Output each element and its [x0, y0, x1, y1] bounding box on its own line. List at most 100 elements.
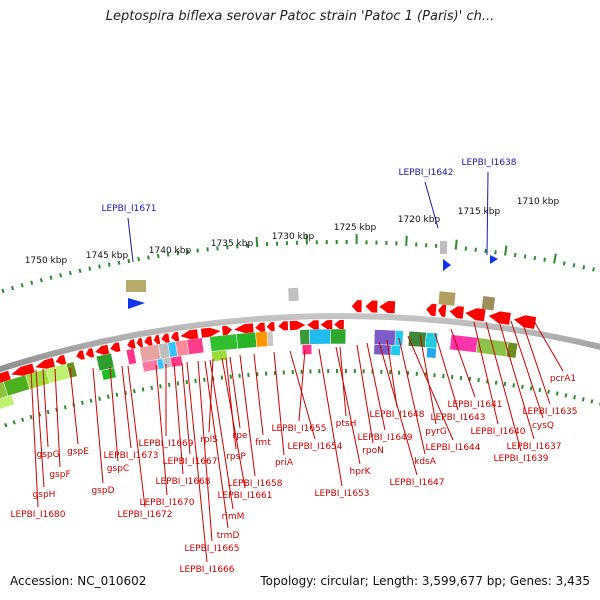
gene-label[interactable]: rpe [233, 431, 248, 441]
gene-label[interactable]: rplS [200, 435, 218, 445]
gene-arrow[interactable] [180, 329, 199, 340]
gene-label[interactable]: LEPBI_I1643 [430, 413, 485, 423]
gene-label[interactable]: LEPBI_I1647 [389, 478, 444, 488]
gene-label[interactable]: hprK [349, 467, 371, 477]
highlight-marker[interactable] [128, 298, 145, 309]
gene-arrow[interactable] [35, 357, 55, 369]
gene-arrow[interactable] [0, 370, 11, 383]
gene-label[interactable]: LEPBI_I1649 [357, 433, 412, 443]
gene-label[interactable]: gspD [91, 486, 114, 496]
gene-arrow[interactable] [351, 300, 362, 313]
inner-tick [12, 420, 16, 425]
gene-label[interactable]: trmD [217, 531, 240, 541]
inner-tick [98, 396, 102, 401]
gene-arrow[interactable] [289, 320, 306, 331]
gene-label[interactable]: gspE [67, 447, 89, 457]
gene-label[interactable]: LEPBI_I1637 [506, 442, 561, 452]
gene-arrow[interactable] [488, 311, 511, 325]
gene-label[interactable]: LEPBI_I1669 [138, 439, 193, 449]
cog-segment [266, 330, 274, 347]
gene-arrow[interactable] [153, 334, 161, 345]
gene-arrow[interactable] [136, 337, 144, 348]
gene-label[interactable]: LEPBI_I1640 [470, 427, 525, 437]
gene-arrow[interactable] [513, 315, 537, 329]
inner-tick [29, 414, 33, 420]
gene-label[interactable]: LEPBI_I1644 [425, 443, 480, 453]
gene-label[interactable]: LEPBI_I1673 [103, 451, 158, 461]
callout-line [434, 332, 459, 411]
gene-arrow[interactable] [255, 322, 266, 332]
gene-arrow[interactable] [438, 304, 447, 317]
gene-label[interactable]: fmt [255, 438, 271, 448]
gene-label[interactable]: gspC [107, 464, 129, 474]
gene-label[interactable]: LEPBI_I1670 [139, 498, 194, 508]
gene-label[interactable]: LEPBI_I1653 [314, 489, 369, 499]
highlight-marker[interactable] [490, 255, 498, 264]
gene-arrow[interactable] [170, 331, 180, 342]
gene-label[interactable]: LEPBI_I1641 [447, 400, 502, 410]
gene-label[interactable]: LEPBI_I1672 [117, 510, 172, 520]
callout-line [173, 362, 184, 475]
inner-tick [573, 395, 577, 400]
gene-label[interactable]: LEPBI_I1635 [522, 407, 577, 417]
gene-label[interactable]: rpoN [362, 446, 384, 456]
gene-label[interactable]: gspG [36, 450, 59, 460]
gene-arrow[interactable] [278, 321, 289, 331]
gene-label[interactable]: LEPBI_I1667 [162, 457, 217, 467]
gene-arrow[interactable] [465, 308, 486, 322]
gene-arrow[interactable] [379, 301, 396, 314]
gene-arrow[interactable] [449, 306, 464, 319]
gene-arrow[interactable] [55, 354, 67, 365]
gene-arrow[interactable] [144, 336, 153, 346]
inner-tick [167, 382, 171, 387]
gene-arrow[interactable] [161, 333, 170, 343]
gene-label[interactable]: LEPBI_I1666 [179, 565, 234, 575]
highlighted-gene-label[interactable]: LEPBI_I1671 [101, 204, 156, 214]
gene-label[interactable]: gspH [33, 490, 56, 500]
callout-line [121, 365, 132, 449]
gene-arrow[interactable] [334, 320, 344, 329]
gene-arrow[interactable] [127, 339, 136, 349]
gene-label[interactable]: LEPBI_I1680 [10, 510, 65, 520]
gene-label[interactable]: LEPBI_I1655 [271, 424, 326, 434]
gene-label[interactable]: ptsH [336, 419, 357, 429]
scale-tick [20, 283, 24, 288]
gene-arrow[interactable] [365, 300, 378, 313]
callout-line [30, 369, 39, 508]
gene-arrow[interactable] [110, 342, 121, 352]
gene-label[interactable]: cysQ [532, 421, 554, 431]
gene-label[interactable]: kdsA [414, 457, 437, 467]
gene-label[interactable]: pcrA1 [550, 374, 576, 384]
gene-label[interactable]: LEPBI_I1639 [493, 454, 548, 464]
highlighted-gene-label[interactable]: LEPBI_I1638 [461, 158, 516, 168]
gene-arrow[interactable] [426, 303, 437, 317]
gene-arrow[interactable] [200, 327, 221, 338]
gene-label[interactable]: LEPBI_I1665 [184, 544, 239, 554]
gene-label[interactable]: rimM [222, 512, 245, 522]
gene-label[interactable]: gspF [49, 470, 70, 480]
gene-label[interactable]: priA [275, 458, 294, 468]
gene-label[interactable]: LEPBI_I1658 [227, 479, 282, 489]
gene-label[interactable]: LEPBI_I1648 [369, 410, 424, 420]
gene-label[interactable]: LEPBI_I1668 [155, 477, 210, 487]
callout-line [35, 369, 45, 488]
gene-arrow[interactable] [11, 363, 35, 376]
gene-arrow[interactable] [95, 344, 110, 355]
highlight-marker[interactable] [443, 259, 451, 271]
callout-line [229, 356, 241, 429]
gene-arrow[interactable] [307, 320, 319, 330]
callout-line [419, 334, 437, 425]
gene-label[interactable]: LEPBI_I1654 [287, 442, 342, 452]
gene-arrow[interactable] [85, 348, 95, 358]
callout-line [181, 362, 191, 455]
gene-label[interactable]: LEPBI_I1661 [217, 491, 272, 501]
gene-label[interactable]: pyrG [425, 427, 447, 437]
gene-arrow[interactable] [76, 350, 85, 360]
highlighted-gene-label[interactable]: LEPBI_I1642 [398, 168, 453, 178]
gene-arrow[interactable] [234, 323, 254, 334]
gene-arrow[interactable] [266, 322, 275, 332]
gene-label[interactable]: rpsP [226, 452, 246, 462]
gene-arrow[interactable] [222, 325, 233, 336]
gene-arrow[interactable] [320, 320, 333, 330]
